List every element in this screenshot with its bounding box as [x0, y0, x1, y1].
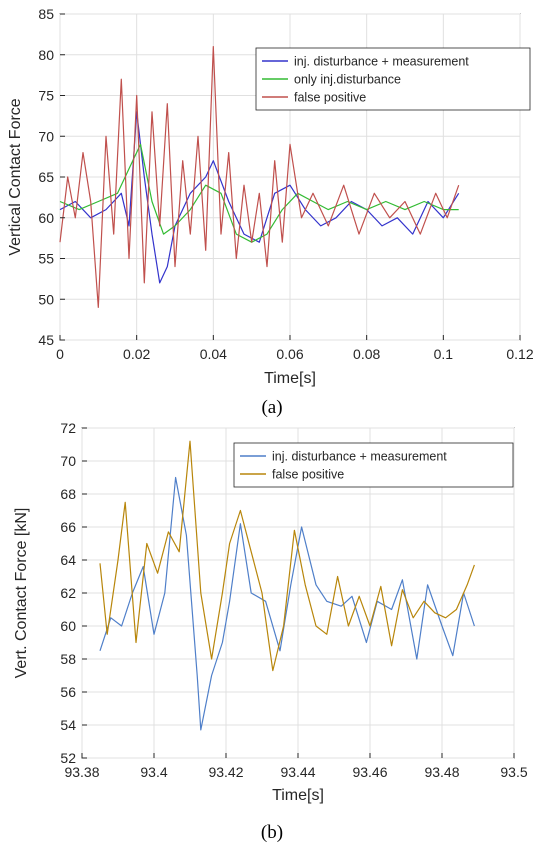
x-tick-label: 0.08 — [353, 346, 380, 362]
x-tick-label: 93.42 — [208, 764, 243, 780]
y-tick-label: 54 — [60, 717, 76, 733]
y-tick-label: 72 — [60, 420, 76, 436]
y-tick-label: 52 — [60, 750, 76, 766]
chart-b-panel-label: (b) — [261, 822, 283, 843]
series-line-1 — [99, 476, 475, 731]
chart-b-x-axis-label: Time[s] — [272, 787, 324, 804]
x-tick-label: 93.46 — [352, 764, 387, 780]
x-tick-label: 0.02 — [123, 346, 150, 362]
chart-a: 0 0.02 0.04 0.06 0.08 0.1 0.12 45 50 55 60 65 70 75 8… — [7, 6, 534, 418]
legend-entry: inj. disturbance + measurement — [294, 55, 469, 69]
y-tick-label: 66 — [60, 519, 76, 535]
legend-box — [233, 442, 514, 488]
chart-a-panel-label: (a) — [261, 397, 282, 418]
chart-b-y-axis-label: Vert. Contact Force [kN] — [13, 508, 30, 679]
y-tick-label: 64 — [60, 552, 76, 568]
y-tick-label: 50 — [38, 291, 54, 307]
legend-entry: false positive — [294, 91, 366, 105]
x-tick-label: 0.04 — [200, 346, 227, 362]
legend-entry: inj. disturbance + measurement — [272, 450, 447, 464]
chart-a-y-ticks: 45 50 55 60 65 70 75 80 85 — [38, 6, 65, 348]
x-tick-label: 0.06 — [276, 346, 303, 362]
y-tick-label: 55 — [38, 251, 54, 267]
chart-a-x-ticks: 0 0.02 0.04 0.06 0.08 0.1 0.12 — [56, 335, 534, 362]
y-tick-label: 56 — [60, 684, 76, 700]
series-line-2 — [59, 143, 459, 243]
x-tick-label: 93.4 — [140, 764, 167, 780]
y-tick-label: 60 — [60, 618, 76, 634]
x-tick-label: 93.48 — [424, 764, 459, 780]
y-tick-label: 75 — [38, 88, 54, 104]
chart-a-x-axis-label: Time[s] — [264, 370, 316, 387]
chart-b-x-ticks: 93.38 93.4 93.42 93.44 93.46 93.48 93.5 — [64, 753, 528, 780]
x-tick-label: 0.12 — [506, 346, 533, 362]
y-tick-label: 62 — [60, 585, 76, 601]
y-tick-label: 45 — [38, 332, 54, 348]
y-tick-label: 85 — [38, 6, 54, 22]
series-line-3 — [59, 45, 460, 308]
x-tick-label: 93.38 — [64, 764, 99, 780]
x-tick-label: 0 — [56, 346, 64, 362]
y-tick-label: 60 — [38, 210, 54, 226]
chart-a-y-axis-label: Vertical Contact Force — [7, 98, 24, 256]
chart-a-series — [59, 45, 460, 308]
series-line-2 — [99, 440, 475, 672]
y-tick-label: 70 — [38, 128, 54, 144]
chart-b-series — [99, 440, 475, 731]
y-tick-label: 80 — [38, 47, 54, 63]
chart-b-legend: inj. disturbance + measurement false posi… — [233, 442, 514, 488]
y-tick-label: 58 — [60, 651, 76, 667]
chart-b: 93.38 93.4 93.42 93.44 93.46 93.48 93.5 52 54 56… — [13, 420, 528, 843]
x-tick-label: 93.5 — [500, 764, 527, 780]
y-tick-label: 70 — [60, 453, 76, 469]
x-tick-label: 93.44 — [280, 764, 315, 780]
y-tick-label: 68 — [60, 486, 76, 502]
chart-a-legend: inj. disturbance + measurement only inj.d… — [255, 47, 531, 111]
x-tick-label: 0.1 — [434, 346, 454, 362]
legend-entry: only inj.disturbance — [294, 73, 401, 87]
chart-b-y-ticks: 52 54 56 58 60 62 64 66 68 70 72 — [60, 420, 87, 766]
legend-box — [255, 47, 531, 111]
y-tick-label: 65 — [38, 169, 54, 185]
series-line-1 — [59, 111, 460, 284]
legend-entry: false positive — [272, 468, 344, 482]
